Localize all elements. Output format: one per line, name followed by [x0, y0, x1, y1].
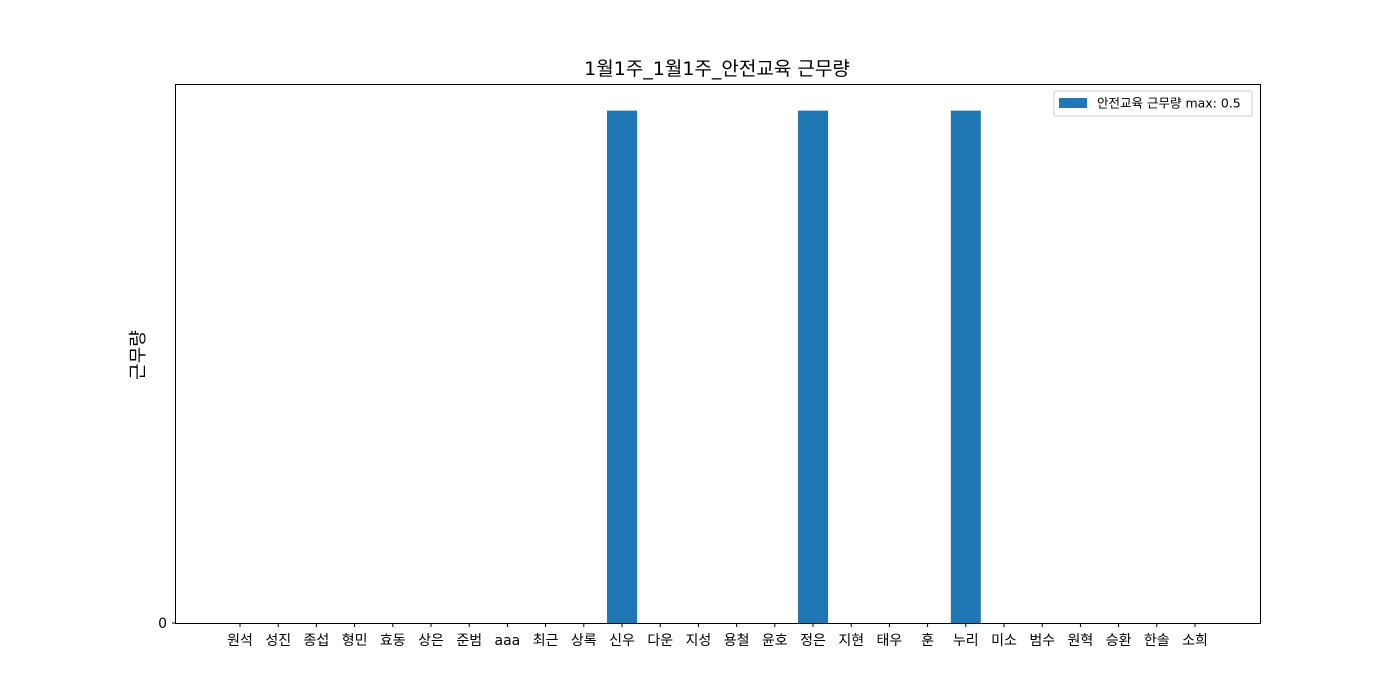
x-tick-label: 원석 — [227, 633, 253, 649]
x-tick-label: 범수 — [1029, 633, 1055, 649]
x-tick-label: 훈 — [921, 633, 934, 649]
y-tick-label: 0 — [158, 616, 167, 632]
x-tick-label: 지현 — [838, 633, 864, 649]
x-tick-labels: 원석 성진 종섭 형민 효동 상은 준범 aaa 최근 상록 신우 다운 지성 용철 윤호 정은 지현 태우 훈 누리… — [227, 623, 1208, 649]
chart-title: 1월1주_1월1주_안전교육 근무량 — [584, 58, 850, 80]
x-tick-label: 최근 — [533, 633, 559, 649]
legend-label: 안전교육 근무량 max: 0.5 — [1097, 96, 1241, 111]
x-tick-label: 태우 — [877, 633, 903, 649]
x-tick-label: 효동 — [380, 633, 406, 649]
bar-정은 — [798, 110, 828, 624]
bar-누리 — [950, 110, 981, 624]
y-axis-label: 근무량 — [128, 330, 149, 380]
legend-swatch — [1059, 98, 1087, 108]
x-tick-label: 누리 — [953, 633, 979, 649]
legend: 안전교육 근무량 max: 0.5 — [1053, 90, 1253, 117]
x-tick-label: 상록 — [571, 633, 597, 649]
x-tick-label: 한솔 — [1144, 633, 1170, 649]
x-tick-label: 윤호 — [762, 633, 788, 649]
x-tick-label: 신우 — [609, 633, 635, 649]
x-tick-label: 다운 — [647, 633, 673, 649]
bar-신우 — [607, 110, 637, 624]
x-tick-label: 정은 — [800, 633, 826, 649]
x-tick-label: 승환 — [1106, 633, 1132, 649]
plot-area-frame — [175, 84, 1261, 624]
legend-box — [1053, 90, 1253, 117]
x-tick-label: 종섭 — [304, 633, 330, 649]
y-tick-labels: 0 — [158, 616, 176, 632]
x-tick-label: 미소 — [991, 633, 1017, 649]
x-tick-label: 지성 — [686, 633, 712, 649]
x-tick-label: 소희 — [1182, 633, 1208, 649]
x-tick-label: 형민 — [342, 633, 368, 649]
x-tick-label: 성진 — [265, 633, 291, 649]
x-tick-label: aaa — [495, 633, 521, 649]
x-tick-label: 상은 — [418, 633, 444, 649]
bars-group — [607, 110, 981, 624]
x-tick-label: 원혁 — [1068, 633, 1094, 649]
x-tick-label: 준범 — [456, 633, 482, 649]
x-tick-label: 용철 — [724, 633, 750, 649]
